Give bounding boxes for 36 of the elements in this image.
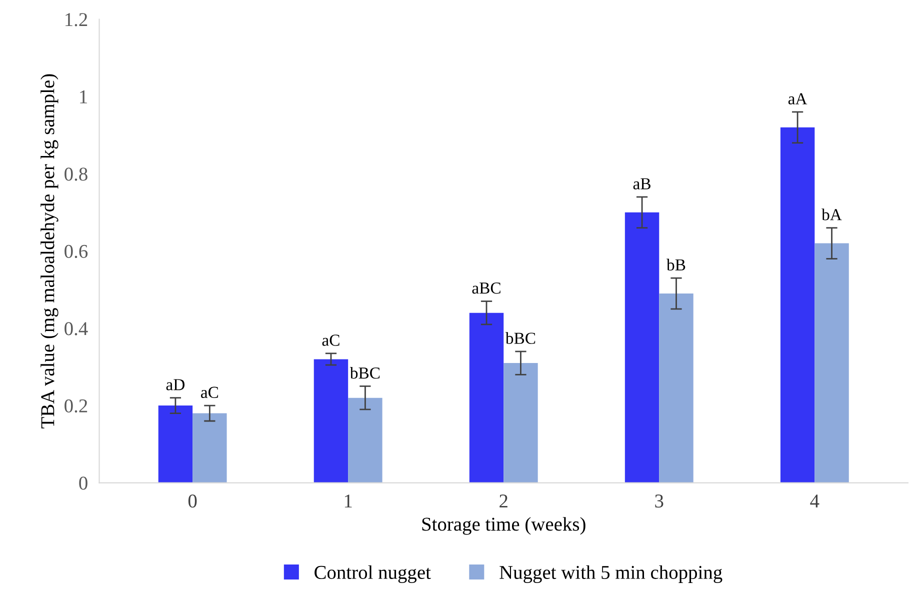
y-axis-title: TBA value (mg maloaldehyde per kg sample) xyxy=(40,74,58,428)
bar xyxy=(192,413,227,483)
legend-label: Nugget with 5 min chopping xyxy=(500,565,722,584)
y-tick-label: 0.8 xyxy=(64,168,88,181)
data-label: aD xyxy=(166,379,185,390)
bar xyxy=(348,398,382,483)
data-label: bB xyxy=(666,258,686,271)
data-label: bBC xyxy=(350,366,380,379)
y-tick-label: 0.2 xyxy=(64,399,88,413)
x-axis-title: Storage time (weeks) xyxy=(422,517,586,535)
data-label: aA xyxy=(788,93,808,104)
data-label: aC xyxy=(322,334,340,346)
bar xyxy=(469,312,504,483)
bar xyxy=(158,406,193,483)
bar xyxy=(814,243,849,483)
y-tick-label: 1.2 xyxy=(66,13,88,26)
y-tick-label: 0.4 xyxy=(64,322,88,336)
x-tick-label: 0 xyxy=(188,494,197,508)
y-tick-label: 0.6 xyxy=(64,244,88,258)
x-tick-label: 1 xyxy=(344,494,352,508)
data-label: aBC xyxy=(472,282,500,294)
x-tick-label: 2 xyxy=(500,494,508,508)
data-label: aB xyxy=(633,178,650,190)
bar xyxy=(504,363,538,483)
bar xyxy=(624,212,660,483)
data-label: aC xyxy=(201,386,218,398)
bar xyxy=(314,359,348,483)
x-tick-label: 4 xyxy=(810,494,820,508)
y-tick-label: 1 xyxy=(80,90,87,104)
data-label: bA xyxy=(822,208,842,220)
bar xyxy=(780,127,815,483)
legend-label: Control nugget xyxy=(314,565,431,584)
bar xyxy=(659,294,694,483)
data-label: bBC xyxy=(505,332,536,344)
x-tick-label: 3 xyxy=(655,494,664,508)
y-tick-label: 0 xyxy=(79,476,88,490)
